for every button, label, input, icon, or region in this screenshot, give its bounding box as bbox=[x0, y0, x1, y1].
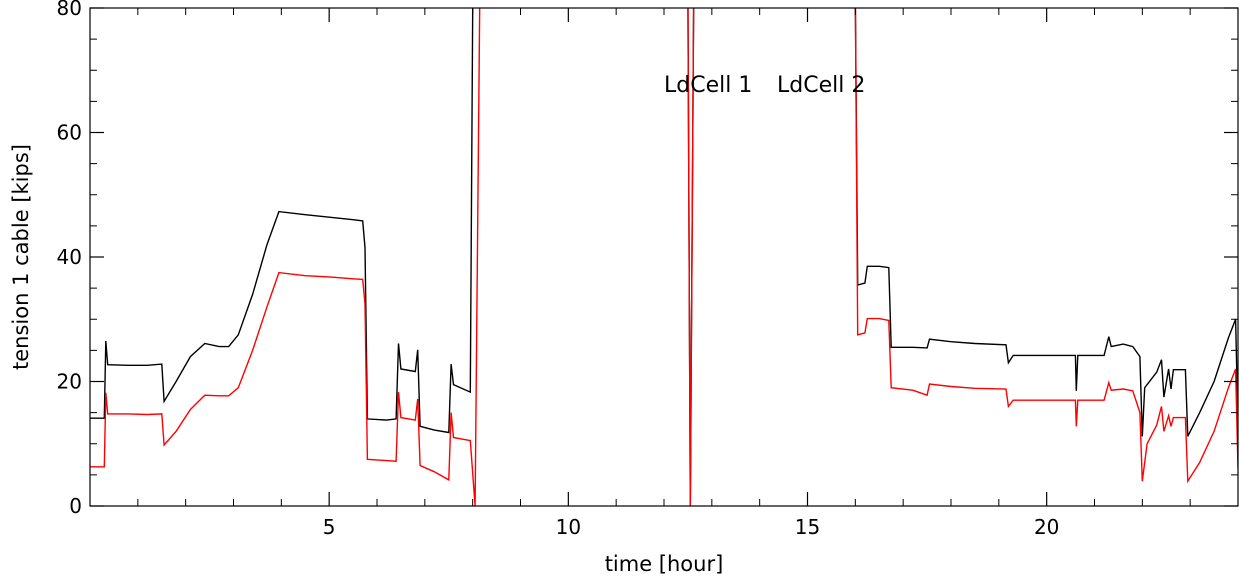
legend-label-ldcell-1: LdCell 1 bbox=[664, 73, 752, 98]
y-tick-label: 0 bbox=[69, 494, 82, 518]
series-line-ldcell-2 bbox=[90, 8, 1238, 506]
y-tick-label: 40 bbox=[57, 245, 82, 269]
legend-label-ldcell-2: LdCell 2 bbox=[777, 73, 865, 98]
series-layer bbox=[90, 8, 1238, 506]
y-tick-label: 80 bbox=[57, 0, 82, 20]
legend: LdCell 1 LdCell 2 bbox=[664, 73, 865, 98]
x-tick-label: 15 bbox=[795, 515, 820, 539]
x-axis-label: time [hour] bbox=[605, 552, 724, 576]
y-axis-label: tension 1 cable [kips] bbox=[9, 144, 33, 370]
x-tick-label: 5 bbox=[323, 515, 336, 539]
ticks-layer bbox=[90, 7, 1238, 507]
series-line-ldcell-1 bbox=[90, 8, 1238, 506]
x-tick-label: 10 bbox=[556, 515, 581, 539]
y-tick-label: 20 bbox=[57, 370, 82, 394]
x-tick-label: 20 bbox=[1034, 515, 1059, 539]
labels-layer: 5 10 15 20 0 20 40 60 80 bbox=[57, 0, 1060, 539]
y-tick-label: 60 bbox=[57, 121, 82, 145]
